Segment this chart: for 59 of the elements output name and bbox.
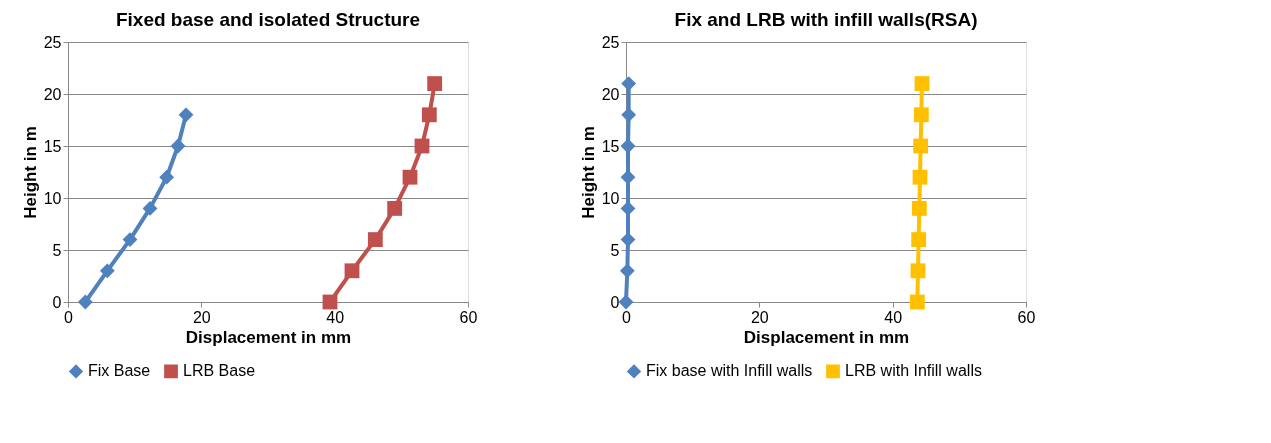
point [620, 169, 636, 185]
point [402, 169, 418, 185]
legend-label: LRB Base [183, 362, 256, 380]
y-tick-label: 0 [52, 293, 62, 311]
point [421, 107, 437, 123]
point [621, 76, 637, 92]
point [914, 76, 930, 92]
y-tick-label: 10 [43, 189, 62, 207]
legend-label: LRB with Infill walls [845, 362, 982, 380]
y-tick-label: 0 [610, 293, 620, 311]
point [178, 107, 194, 123]
x-tick-label: 40 [326, 308, 345, 326]
point [427, 76, 443, 92]
point [99, 263, 115, 279]
y-tick-label: 25 [43, 33, 62, 51]
point [911, 232, 927, 248]
point [913, 107, 929, 123]
y-axis-title: Height in m [578, 126, 598, 219]
point [344, 263, 360, 279]
point [122, 232, 138, 248]
y-tick-label: 20 [601, 85, 620, 103]
point [620, 138, 636, 154]
y-tick-label: 25 [601, 33, 620, 51]
point [910, 263, 926, 279]
point [322, 294, 338, 310]
point [142, 200, 158, 216]
y-tick-label: 5 [610, 241, 620, 259]
chart-title: Fixed base and isolated Structure [115, 9, 421, 30]
legend-label: Fix base with Infill walls [646, 362, 813, 380]
point [912, 169, 928, 185]
y-axis-title: Height in m [20, 126, 40, 219]
point [618, 294, 634, 310]
point [621, 107, 637, 123]
x-tick-label: 0 [622, 308, 632, 326]
x-tick-label: 60 [1017, 308, 1036, 326]
legend-label: Fix Base [88, 362, 151, 380]
x-tick-label: 0 [64, 308, 74, 326]
y-tick-label: 10 [601, 189, 620, 207]
y-tick-label: 5 [52, 241, 62, 259]
point [620, 232, 636, 248]
point [367, 232, 383, 248]
y-tick-label: 15 [601, 137, 620, 155]
point [619, 263, 635, 279]
x-axis-title: Displacement in mm [185, 327, 352, 347]
point [387, 200, 403, 216]
x-axis-title: Displacement in mm [743, 327, 910, 347]
point [913, 138, 929, 154]
x-tick-label: 60 [459, 308, 478, 326]
x-tick-label: 20 [192, 308, 211, 326]
point [911, 200, 927, 216]
point [77, 294, 93, 310]
x-tick-label: 40 [884, 308, 903, 326]
point [170, 138, 186, 154]
y-tick-label: 15 [43, 137, 62, 155]
chart-title: Fix and LRB with infill walls(RSA) [674, 9, 978, 30]
y-tick-label: 20 [43, 85, 62, 103]
x-tick-label: 20 [750, 308, 769, 326]
point [909, 294, 925, 310]
point [159, 169, 175, 185]
